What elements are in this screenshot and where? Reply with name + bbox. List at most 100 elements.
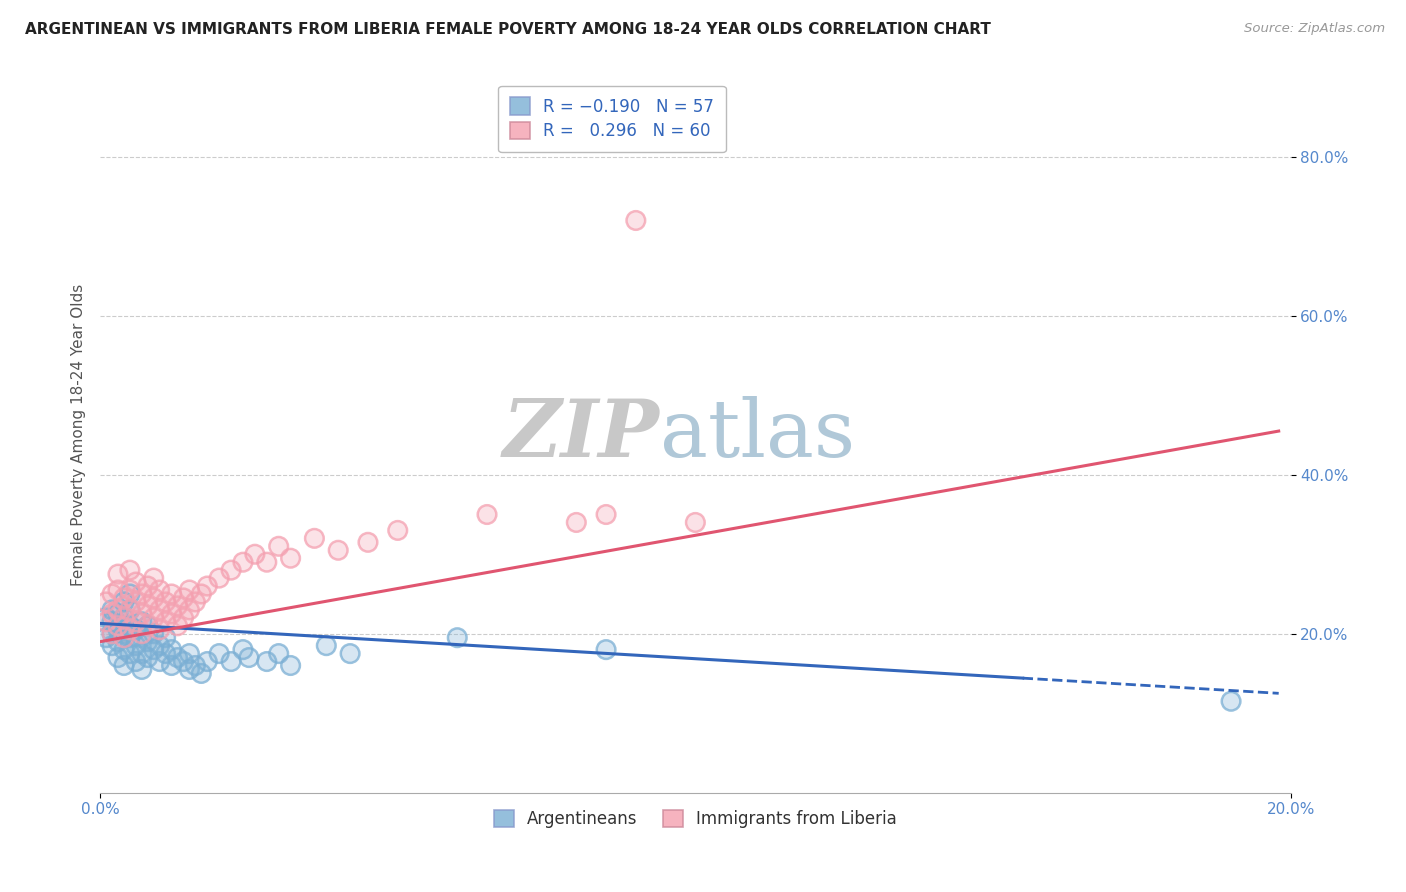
Point <box>112 611 135 625</box>
Point <box>565 516 588 530</box>
Point <box>179 603 201 617</box>
Point <box>94 615 117 629</box>
Point <box>118 603 141 617</box>
Point <box>94 595 117 609</box>
Point <box>685 516 707 530</box>
Point <box>149 582 172 597</box>
Point <box>131 607 153 621</box>
Point <box>125 623 148 637</box>
Point <box>166 619 188 633</box>
Point <box>149 639 172 653</box>
Point <box>142 611 165 625</box>
Point <box>190 587 212 601</box>
Point <box>179 663 201 677</box>
Point <box>232 642 254 657</box>
Point <box>118 647 141 661</box>
Point <box>160 642 183 657</box>
Point <box>166 650 188 665</box>
Point <box>125 639 148 653</box>
Point <box>149 623 172 637</box>
Point <box>112 626 135 640</box>
Point <box>118 603 141 617</box>
Point <box>160 658 183 673</box>
Point <box>142 642 165 657</box>
Point <box>1220 694 1243 708</box>
Text: Source: ZipAtlas.com: Source: ZipAtlas.com <box>1244 22 1385 36</box>
Point <box>172 611 194 625</box>
Point <box>232 555 254 569</box>
Point <box>94 615 117 629</box>
Point <box>131 663 153 677</box>
Point <box>166 619 188 633</box>
Point <box>112 591 135 605</box>
Point <box>142 571 165 585</box>
Text: ZIP: ZIP <box>503 396 659 474</box>
Point <box>125 615 148 629</box>
Point <box>101 626 124 640</box>
Point <box>107 623 129 637</box>
Text: atlas: atlas <box>659 396 855 474</box>
Point <box>195 579 218 593</box>
Point <box>232 555 254 569</box>
Point <box>142 571 165 585</box>
Point <box>101 626 124 640</box>
Point <box>315 639 337 653</box>
Point <box>184 595 207 609</box>
Point <box>125 639 148 653</box>
Point <box>304 532 326 546</box>
Point <box>475 508 498 522</box>
Point <box>118 631 141 645</box>
Point <box>125 655 148 669</box>
Point <box>131 663 153 677</box>
Point <box>118 587 141 601</box>
Point <box>208 647 231 661</box>
Point <box>118 582 141 597</box>
Point <box>136 619 159 633</box>
Point <box>101 639 124 653</box>
Point <box>112 591 135 605</box>
Point <box>136 599 159 613</box>
Point <box>256 655 278 669</box>
Point <box>624 213 647 227</box>
Point <box>112 611 135 625</box>
Point <box>172 591 194 605</box>
Point <box>149 603 172 617</box>
Point <box>112 631 135 645</box>
Point <box>118 631 141 645</box>
Point <box>118 587 141 601</box>
Point <box>267 539 290 553</box>
Point <box>118 582 141 597</box>
Point <box>243 547 266 561</box>
Point <box>131 647 153 661</box>
Point <box>101 626 124 640</box>
Point <box>190 666 212 681</box>
Point <box>195 655 218 669</box>
Point <box>131 647 153 661</box>
Point <box>112 595 135 609</box>
Point <box>339 647 361 661</box>
Point <box>107 619 129 633</box>
Point <box>149 603 172 617</box>
Point <box>107 582 129 597</box>
Point <box>166 599 188 613</box>
Point <box>125 595 148 609</box>
Point <box>172 611 194 625</box>
Point <box>624 213 647 227</box>
Point <box>107 650 129 665</box>
Point <box>339 647 361 661</box>
Point <box>107 603 129 617</box>
Point <box>595 508 617 522</box>
Point <box>1220 694 1243 708</box>
Point <box>136 619 159 633</box>
Point <box>219 563 242 577</box>
Point <box>315 639 337 653</box>
Point <box>179 647 201 661</box>
Point <box>107 634 129 648</box>
Point <box>387 524 409 538</box>
Text: ARGENTINEAN VS IMMIGRANTS FROM LIBERIA FEMALE POVERTY AMONG 18-24 YEAR OLDS CORR: ARGENTINEAN VS IMMIGRANTS FROM LIBERIA F… <box>25 22 991 37</box>
Point <box>136 634 159 648</box>
Point <box>94 631 117 645</box>
Y-axis label: Female Poverty Among 18-24 Year Olds: Female Poverty Among 18-24 Year Olds <box>72 284 86 586</box>
Point <box>101 639 124 653</box>
Point <box>243 547 266 561</box>
